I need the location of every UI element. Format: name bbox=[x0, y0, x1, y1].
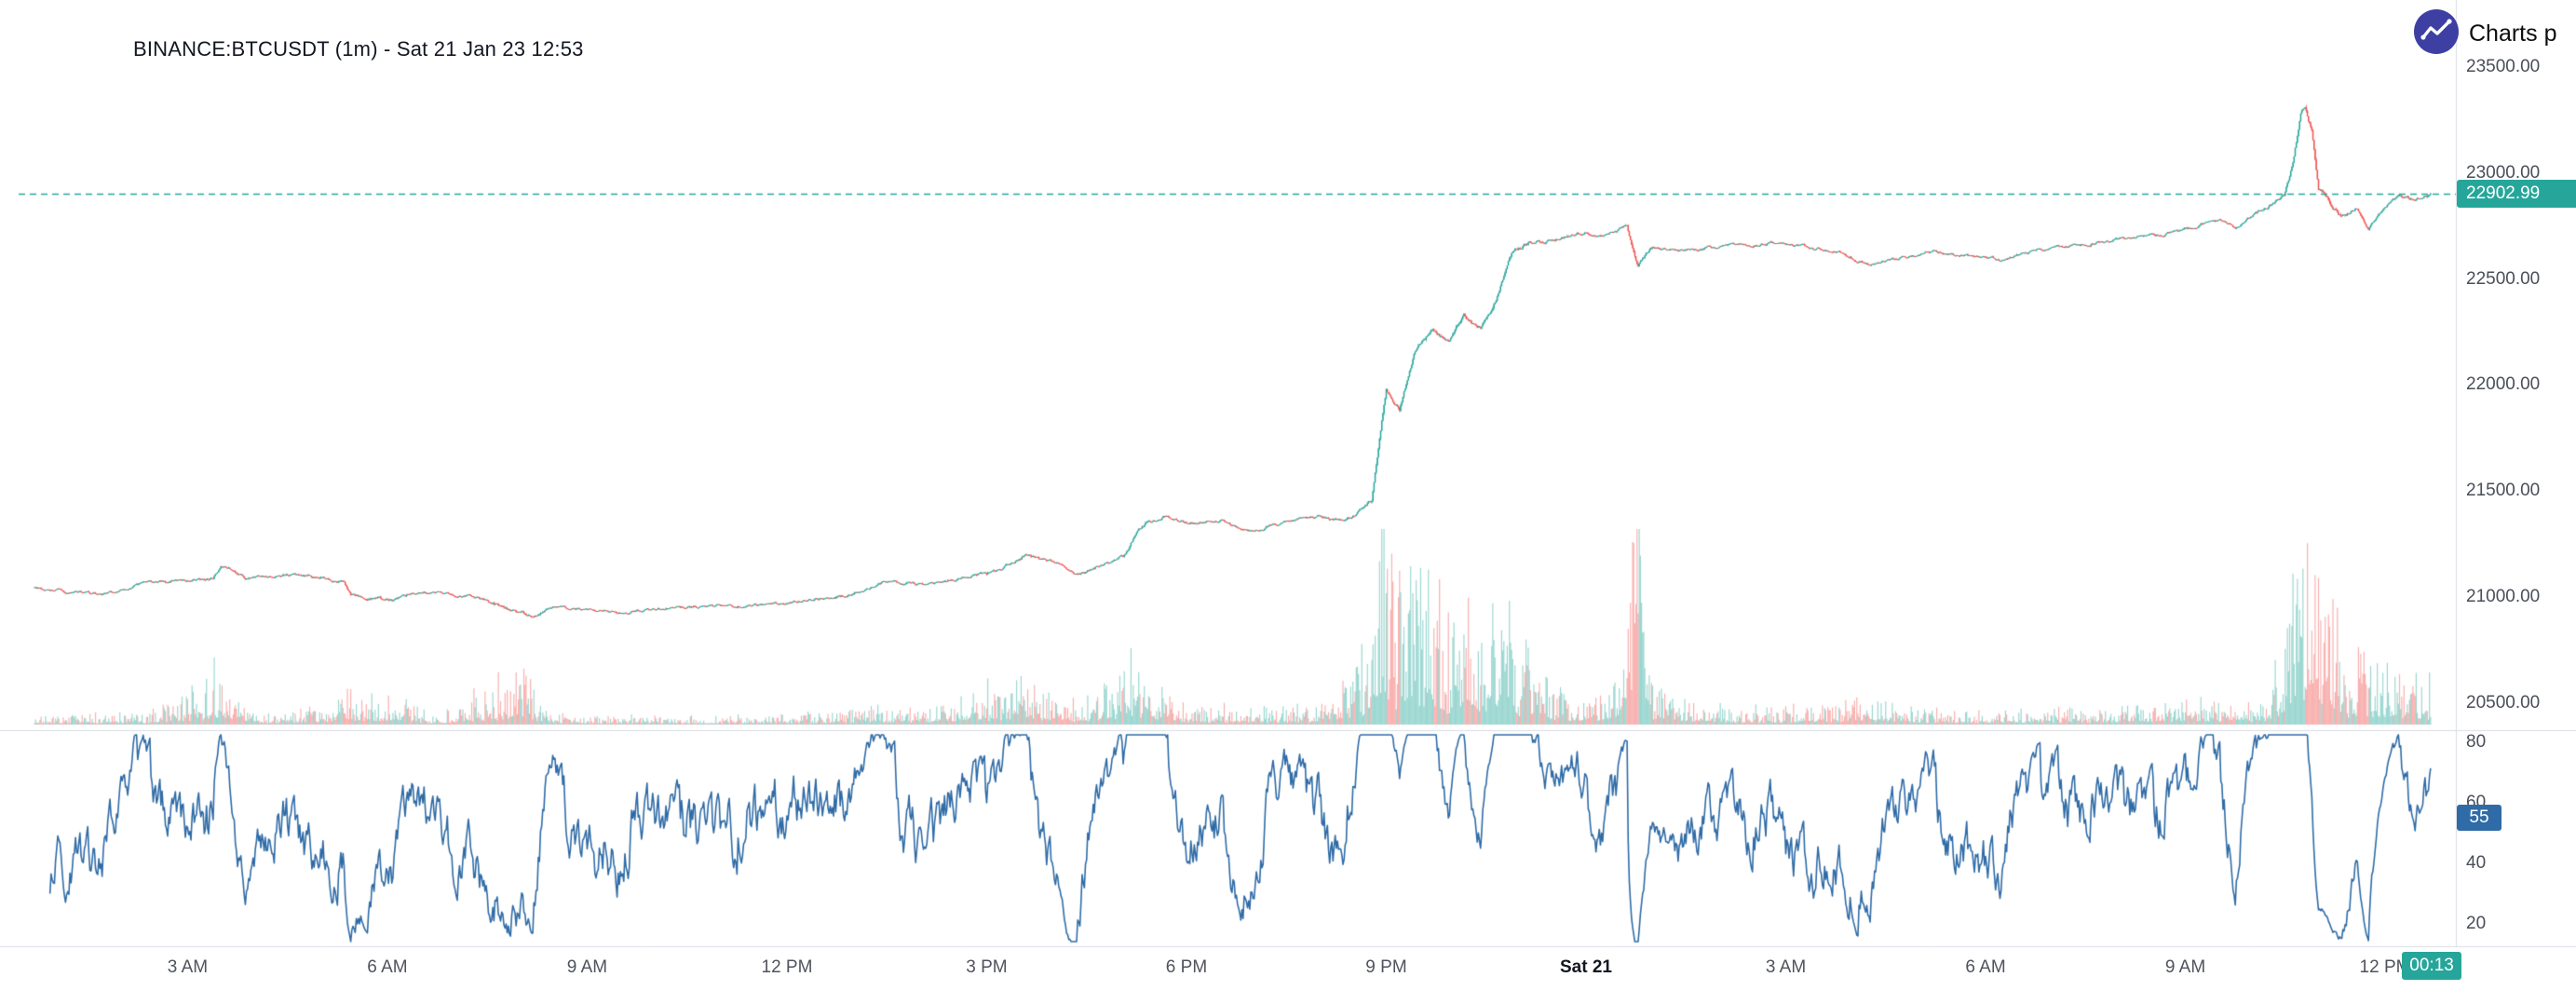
price-axis-label: 20500.00 bbox=[2466, 692, 2541, 712]
brand-logo[interactable]: Charts p bbox=[2413, 8, 2556, 60]
time-axis-label: 12 PM bbox=[761, 957, 813, 977]
time-axis-label: 3 AM bbox=[1765, 957, 1807, 977]
rsi-axis-label: 40 bbox=[2466, 853, 2487, 873]
brand-name: Charts p bbox=[2469, 20, 2557, 47]
time-axis-label: 6 PM bbox=[1165, 957, 1208, 977]
time-axis-label: 6 AM bbox=[1965, 957, 2006, 977]
price-axis-label: 22500.00 bbox=[2466, 268, 2541, 289]
symbol-title: BINANCE:BTCUSDT (1m) - Sat 21 Jan 23 12:… bbox=[133, 37, 584, 61]
rsi-axis-label: 80 bbox=[2466, 732, 2487, 752]
candle-countdown-badge: 00:13 bbox=[2402, 952, 2462, 980]
time-axis-label: 3 PM bbox=[966, 957, 1008, 977]
time-axis-label: Sat 21 bbox=[1559, 957, 1612, 977]
price-axis-label: 23000.00 bbox=[2466, 162, 2541, 183]
rsi-axis-label: 20 bbox=[2466, 914, 2487, 933]
time-axis-label: 12 PM bbox=[2359, 957, 2411, 977]
time-axis-label: 6 AM bbox=[367, 957, 408, 977]
time-axis-label: 3 AM bbox=[167, 957, 209, 977]
rsi-value-badge: 55 bbox=[2457, 805, 2501, 832]
price-axis-label: 21500.00 bbox=[2466, 481, 2541, 501]
time-scale[interactable]: 3 AM 6 AM 9 AM 12 PM 3 PM 6 PM 9 PM Sat 21 3 AM 6… bbox=[0, 946, 2576, 1004]
price-scale[interactable]: 23500.00 23000.00 22500.00 22000.00 21500.00… bbox=[2456, 0, 2576, 946]
time-axis-label: 9 PM bbox=[1365, 957, 1407, 977]
last-price-badge: 22902.99 bbox=[2457, 179, 2576, 208]
time-axis-label: 9 AM bbox=[2164, 957, 2206, 977]
chart-line-icon bbox=[2413, 8, 2460, 60]
price-axis-label: 21000.00 bbox=[2466, 587, 2541, 607]
price-axis-label: 22000.00 bbox=[2466, 374, 2541, 395]
price-axis-label: 23500.00 bbox=[2466, 57, 2541, 76]
time-axis-label: 9 AM bbox=[566, 957, 608, 977]
